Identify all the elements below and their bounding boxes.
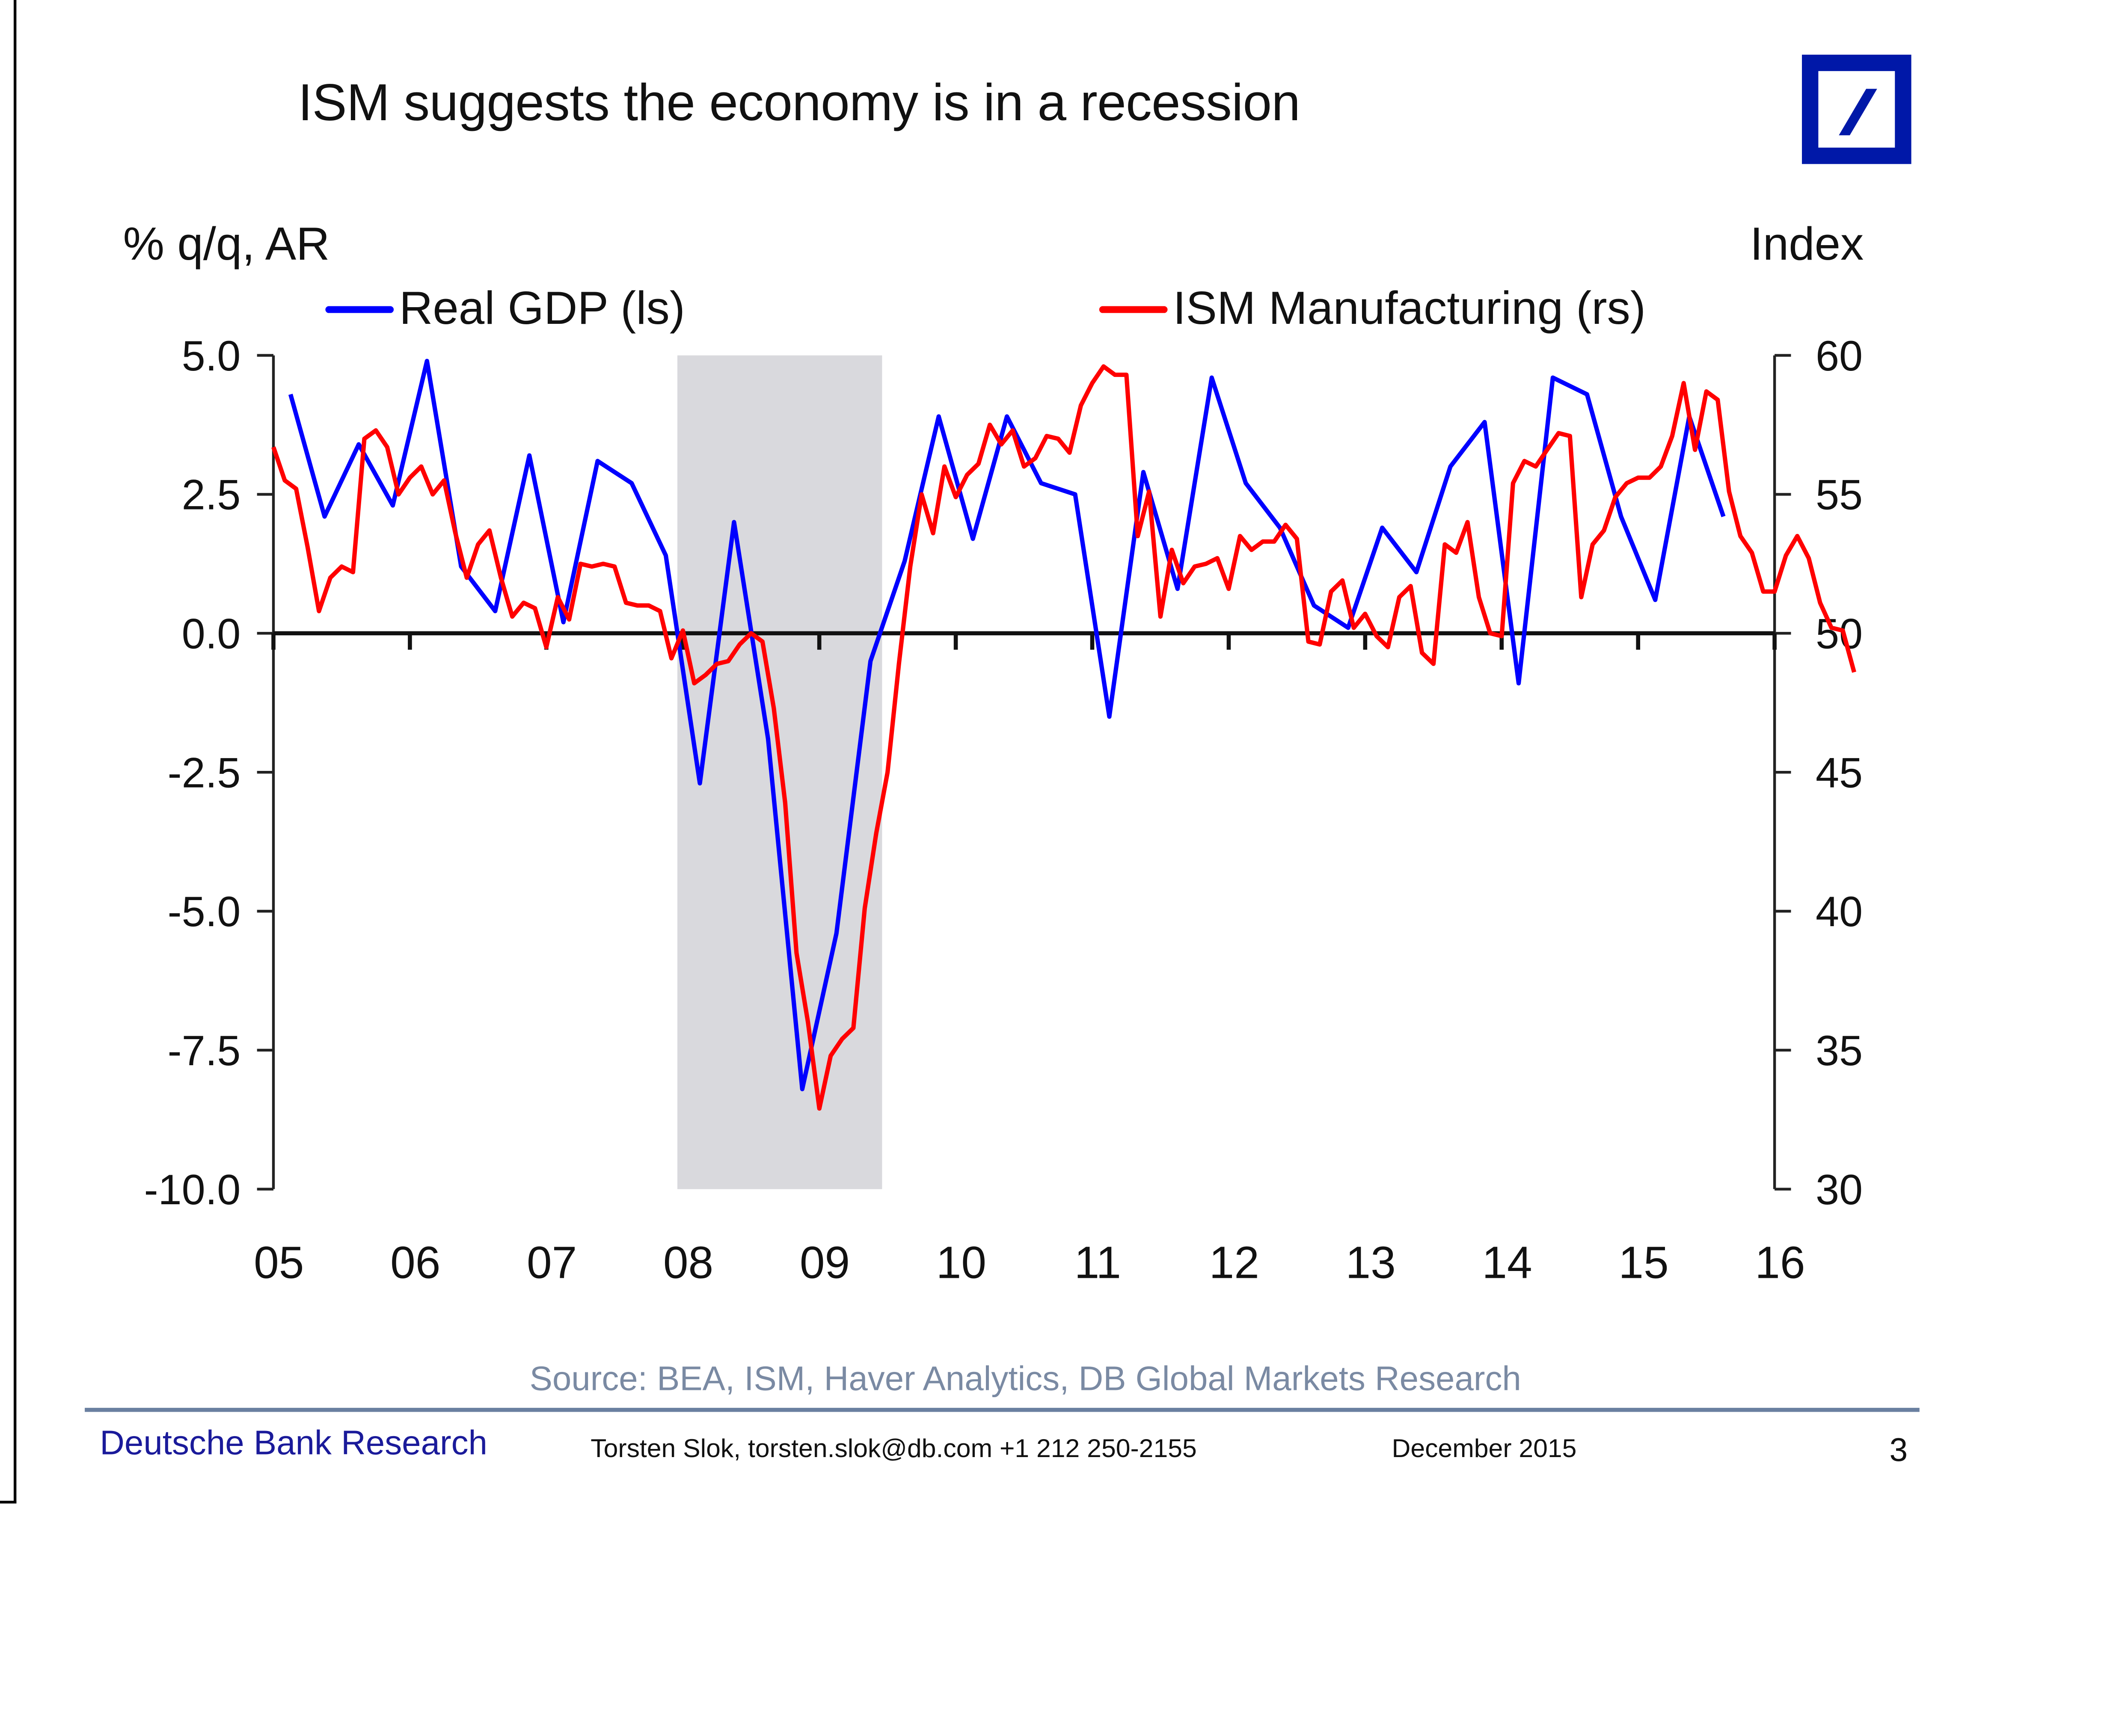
- x-axis-tick-label: 07: [527, 1238, 577, 1288]
- footer-contact: Torsten Slok, torsten.slok@db.com +1 212…: [591, 1435, 1197, 1464]
- x-axis-tick-label: 09: [800, 1238, 850, 1288]
- left-axis-tick-label: 2.5: [182, 471, 241, 518]
- right-axis-unit-label: Index: [1750, 219, 1864, 271]
- x-axis-tick-label: 13: [1346, 1238, 1396, 1288]
- right-axis-tick-label: 55: [1816, 471, 1863, 518]
- chart-title: ISM suggests the economy is in a recessi…: [298, 75, 1300, 133]
- left-axis-tick-label: 5.0: [182, 332, 241, 379]
- legend-swatch-gdp: [325, 306, 394, 313]
- footer-date: December 2015: [1392, 1435, 1577, 1464]
- deutsche-bank-logo-icon: [1802, 54, 1911, 164]
- chart-plot: 5.0 2.5 0.0 -2.5 -5.0 -7.5 -10.0 60 55 50 45 40 35 30…: [144, 332, 1863, 1288]
- series-line-ism-manufacturing: [271, 364, 1856, 1111]
- right-axis-tick-label: 50: [1816, 610, 1863, 657]
- left-border-foot: [0, 1501, 17, 1504]
- legend-item-gdp: Real GDP (ls): [325, 283, 685, 336]
- x-axis-tick-label: 14: [1482, 1238, 1532, 1288]
- legend-item-ism: ISM Manufacturing (rs): [1099, 283, 1646, 336]
- x-axis-tick-label: 12: [1209, 1238, 1259, 1288]
- left-axis-tick-label: 0.0: [182, 610, 241, 657]
- left-axis-tick-label: -10.0: [144, 1166, 241, 1213]
- left-axis-tick-label: -7.5: [168, 1027, 241, 1074]
- footer-brand: Deutsche Bank Research: [100, 1424, 487, 1463]
- left-axis-unit-label: % q/q, AR: [123, 219, 330, 271]
- x-axis-tick-label: 08: [663, 1238, 713, 1288]
- x-axis-tick-label: 16: [1755, 1238, 1805, 1288]
- footer-divider: [85, 1407, 1920, 1412]
- x-axis-tick-label: 11: [1074, 1238, 1121, 1288]
- right-axis-tick-label: 45: [1816, 749, 1863, 796]
- source-note: Source: BEA, ISM, Haver Analytics, DB Gl…: [529, 1360, 1521, 1398]
- series-line-real-gdp: [288, 358, 1726, 1091]
- x-axis-tick-label: 10: [936, 1238, 986, 1288]
- left-axis-tick-label: -5.0: [168, 888, 241, 935]
- right-axis-tick-label: 60: [1816, 332, 1863, 379]
- right-axis-tick-label: 40: [1816, 888, 1863, 935]
- legend-label-ism: ISM Manufacturing (rs): [1173, 283, 1646, 335]
- legend-swatch-ism: [1099, 306, 1168, 313]
- right-axis-tick-label: 30: [1816, 1166, 1863, 1213]
- x-axis-tick-label: 05: [254, 1238, 304, 1288]
- page-number: 3: [1889, 1432, 1908, 1469]
- legend-label-gdp: Real GDP (ls): [399, 283, 685, 335]
- x-axis-tick-label: 06: [390, 1238, 440, 1288]
- left-border-line: [13, 0, 17, 1504]
- right-axis-tick-label: 35: [1816, 1027, 1863, 1074]
- left-axis-tick-label: -2.5: [168, 749, 241, 796]
- x-axis-tick-label: 15: [1618, 1238, 1668, 1288]
